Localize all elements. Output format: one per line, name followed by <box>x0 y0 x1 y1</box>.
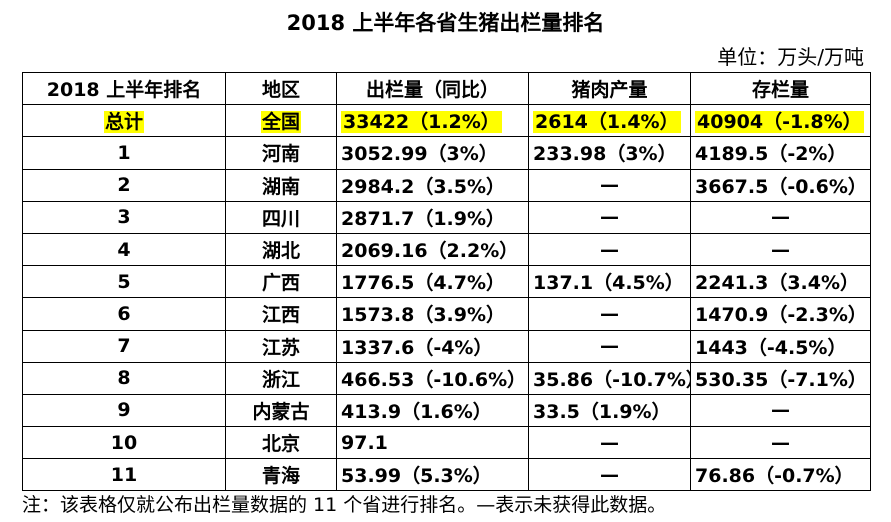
total-row: 总计 全国 33422（1.2%） 2614（1.4%） 40904（-1.8%… <box>22 104 871 138</box>
table-row: 6 江西 1573.8（3.9%） —1470.9（-2.3%） <box>22 297 871 331</box>
header-pork: 猪肉产量 <box>528 71 691 106</box>
cell-output: 97.1 <box>336 426 529 460</box>
cell-rank: 3 <box>22 200 226 234</box>
cell-stock: 2241.3（3.4%） <box>690 265 871 299</box>
cell-output: 3052.99（3%） <box>336 136 529 170</box>
cell-rank: 5 <box>22 265 226 299</box>
table-row: 7 江苏 1337.6（-4%） —1443（-4.5%） <box>22 329 871 363</box>
header-rank: 2018 上半年排名 <box>22 71 226 106</box>
cell-pork: 35.86（-10.7%） <box>528 361 691 395</box>
cell-rank: 6 <box>22 297 226 331</box>
total-stock: 40904（-1.8%） <box>695 111 864 134</box>
cell-pork: 33.5（1.9%） <box>528 393 691 428</box>
table-row: 5 广西 1776.5（4.7%） 137.1（4.5%） 2241.3（3.4%） <box>22 265 871 299</box>
unit-label: 单位：万头/万吨 <box>717 45 864 69</box>
cell-stock: 1443（-4.5%） <box>690 329 871 363</box>
cell-pork: — <box>528 168 691 202</box>
header-stock: 存栏量 <box>690 71 871 106</box>
table-row: 9 内蒙古 413.9（1.6%） 33.5（1.9%） — <box>22 393 871 428</box>
cell-pork: — <box>528 200 691 234</box>
cell-output: 1776.5（4.7%） <box>336 265 529 299</box>
cell-region: 四川 <box>225 200 337 234</box>
cell-pork: — <box>528 297 691 331</box>
cell-region: 河南 <box>225 136 337 170</box>
cell-region: 青海 <box>225 458 337 492</box>
cell-stock: — <box>690 426 871 460</box>
page-title: 2018 上半年各省生猪出栏量排名 <box>286 11 605 35</box>
cell-stock: 530.35（-7.1%） <box>690 361 871 395</box>
cell-stock: 4189.5（-2%） <box>690 136 871 170</box>
ranking-table: 2018 上半年排名 地区 出栏量（同比） 猪肉产量 存栏量 总计 全国 334… <box>22 71 871 492</box>
total-region: 全国 <box>260 111 301 134</box>
cell-region: 江苏 <box>225 329 337 363</box>
total-pork: 2614（1.4%） <box>533 111 681 134</box>
cell-pork: — <box>528 426 691 460</box>
cell-region: 广西 <box>225 265 337 299</box>
table-row: 8 浙江 466.53（-10.6%） 35.86（-10.7%） 530.35（-7.… <box>22 361 871 395</box>
total-output: 33422（1.2%） <box>341 111 502 134</box>
cell-stock: — <box>690 200 871 234</box>
cell-output: 2984.2（3.5%） <box>336 168 529 202</box>
cell-stock: 3667.5（-0.6%） <box>690 168 871 202</box>
cell-output: 1573.8（3.9%） <box>336 297 529 331</box>
cell-output: 2871.7（1.9%） <box>336 200 529 234</box>
cell-output: 1337.6（-4%） <box>336 329 529 363</box>
cell-stock: 1470.9（-2.3%） <box>690 297 871 331</box>
header-region: 地区 <box>225 71 337 106</box>
table-row: 11 青海 53.99（5.3%） —76.86（-0.7%） <box>22 458 871 492</box>
cell-region: 浙江 <box>225 361 337 395</box>
cell-output: 53.99（5.3%） <box>336 458 529 492</box>
cell-rank: 8 <box>22 361 226 395</box>
cell-output: 466.53（-10.6%） <box>336 361 529 395</box>
cell-output: 413.9（1.6%） <box>336 393 529 428</box>
cell-pork: — <box>528 232 691 267</box>
cell-rank: 10 <box>22 426 226 460</box>
cell-region: 内蒙古 <box>225 393 337 428</box>
table-row: 4 湖北 2069.16（2.2%） — — <box>22 232 871 267</box>
cell-output: 2069.16（2.2%） <box>336 232 529 267</box>
cell-rank: 7 <box>22 329 226 363</box>
table-row: 10 北京 97.1— — <box>22 426 871 460</box>
cell-pork: 137.1（4.5%） <box>528 265 691 299</box>
cell-region: 江西 <box>225 297 337 331</box>
cell-region: 湖北 <box>225 232 337 267</box>
cell-rank: 2 <box>22 168 226 202</box>
cell-region: 湖南 <box>225 168 337 202</box>
cell-rank: 11 <box>22 458 226 492</box>
cell-stock: — <box>690 232 871 267</box>
cell-pork: 233.98（3%） <box>528 136 691 170</box>
cell-pork: — <box>528 329 691 363</box>
total-rank: 总计 <box>103 111 144 134</box>
table-row: 3 四川 2871.7（1.9%） — — <box>22 200 871 234</box>
cell-rank: 1 <box>22 136 226 170</box>
table-row: 2 湖南 2984.2（3.5%） —3667.5（-0.6%） <box>22 168 871 202</box>
header-output: 出栏量（同比） <box>336 71 529 106</box>
cell-region: 北京 <box>225 426 337 460</box>
cell-rank: 4 <box>22 232 226 267</box>
footnote: 注：该表格仅就公布出栏量数据的 11 个省进行排名。—表示未获得此数据。 <box>22 494 667 516</box>
cell-stock: — <box>690 393 871 428</box>
cell-stock: 76.86（-0.7%） <box>690 458 871 492</box>
cell-pork: — <box>528 458 691 492</box>
table-row: 1 河南 3052.99（3%） 233.98（3%） 4189.5（-2%） <box>22 136 871 170</box>
cell-rank: 9 <box>22 393 226 428</box>
header-row: 2018 上半年排名 地区 出栏量（同比） 猪肉产量 存栏量 <box>22 71 871 106</box>
